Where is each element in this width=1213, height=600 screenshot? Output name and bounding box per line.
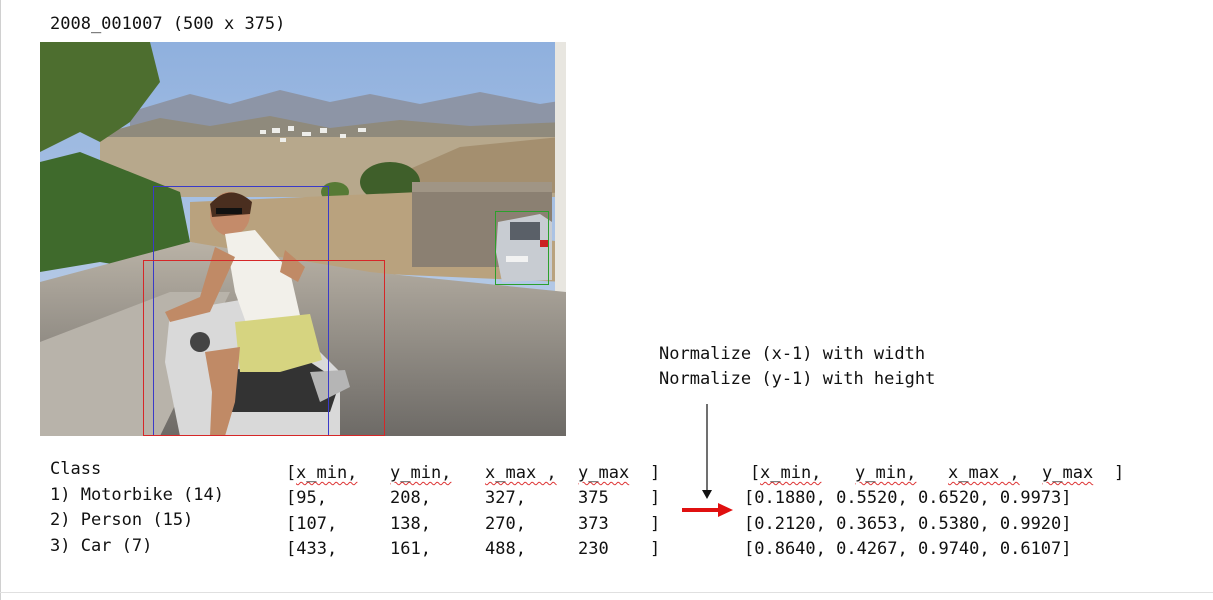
- motorbike-bbox: [143, 260, 385, 436]
- raw-row2-ymax: 373: [578, 514, 609, 534]
- class-heading: Class: [50, 459, 102, 479]
- norm-row-car: [0.8640, 0.4267, 0.9740, 0.6107]: [744, 539, 1072, 559]
- raw-header-open: [: [286, 463, 297, 483]
- left-border: [0, 0, 1, 600]
- bottom-border: [0, 592, 1213, 593]
- raw-row1-close: ]: [650, 488, 661, 508]
- norm-header-close: ]: [1114, 463, 1125, 483]
- raw-row1-xmin: [95,: [286, 488, 327, 508]
- norm-header-xmax: x_max ,: [948, 463, 1020, 483]
- raw-row3-close: ]: [650, 539, 661, 559]
- class-item-person: 2) Person (15): [50, 510, 194, 530]
- norm-header-ymin: y_min,: [855, 463, 917, 483]
- raw-row3-ymin: 161,: [390, 539, 431, 559]
- image-title: 2008_001007 (500 x 375): [50, 14, 286, 34]
- raw-header-xmax: x_max ,: [485, 463, 557, 483]
- down-arrow-icon: [702, 404, 712, 499]
- photo-illustration: [40, 42, 566, 436]
- raw-row3-xmin: [433,: [286, 539, 338, 559]
- raw-row2-close: ]: [650, 514, 661, 534]
- right-arrow-icon: [682, 503, 733, 517]
- car-bbox: [495, 211, 549, 285]
- raw-row3-ymax: 230: [578, 539, 609, 559]
- norm-row-person: [0.2120, 0.3653, 0.5380, 0.9920]: [744, 514, 1072, 534]
- raw-row1-ymin: 208,: [390, 488, 431, 508]
- raw-row1-ymax: 375: [578, 488, 609, 508]
- raw-row2-xmax: 270,: [485, 514, 526, 534]
- raw-row3-xmax: 488,: [485, 539, 526, 559]
- raw-row2-ymin: 138,: [390, 514, 431, 534]
- raw-header-ymin: y_min,: [390, 463, 452, 483]
- scene-photo: [40, 42, 566, 436]
- normalize-note-y: Normalize (y-1) with height: [659, 369, 936, 389]
- norm-header-ymax: y_max: [1042, 463, 1094, 483]
- norm-row-motorbike: [0.1880, 0.5520, 0.6520, 0.9973]: [744, 488, 1072, 508]
- raw-row1-xmax: 327,: [485, 488, 526, 508]
- norm-header-xmin: x_min,: [760, 463, 822, 483]
- raw-header-close: ]: [650, 463, 661, 483]
- raw-header-xmin: x_min,: [296, 463, 358, 483]
- normalize-note-x: Normalize (x-1) with width: [659, 344, 926, 364]
- class-item-motorbike: 1) Motorbike (14): [50, 485, 224, 505]
- class-item-car: 3) Car (7): [50, 536, 153, 556]
- raw-row2-xmin: [107,: [286, 514, 338, 534]
- raw-header-ymax: y_max: [578, 463, 630, 483]
- norm-header-open: [: [750, 463, 761, 483]
